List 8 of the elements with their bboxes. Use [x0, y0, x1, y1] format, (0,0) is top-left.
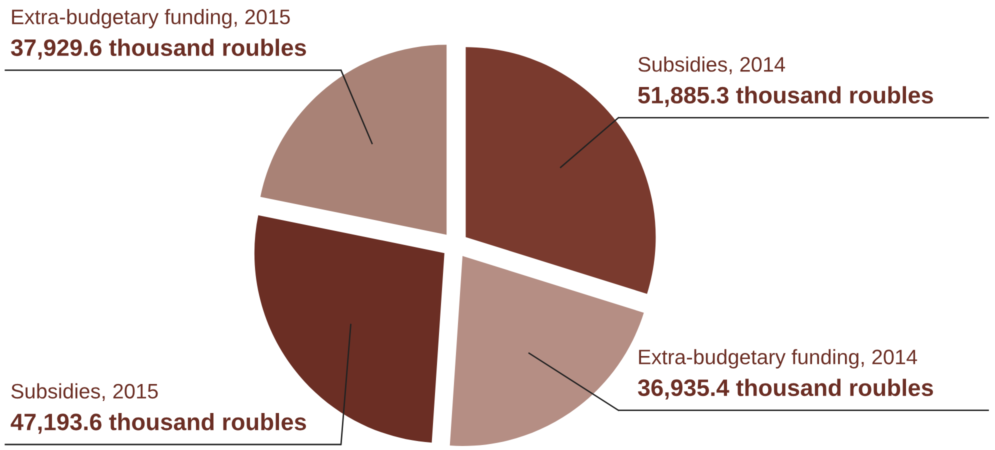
- data-label: 51,885.3 thousand roubles: [638, 86, 933, 107]
- slice-label: Subsidies, 2014: [638, 56, 786, 74]
- slice-label: Extra-budgetary funding, 2014: [639, 349, 918, 368]
- data-label: 37,929.6 thousand roubles: [10, 38, 306, 60]
- slice-label: Extra-budgetary funding, 2015: [12, 8, 290, 28]
- data-label: 47,193.6 thousand roubles: [10, 412, 306, 434]
- slice-label: Subsidies, 2015: [11, 383, 158, 402]
- data-label: 36,935.4 thousand roubles: [638, 378, 933, 400]
